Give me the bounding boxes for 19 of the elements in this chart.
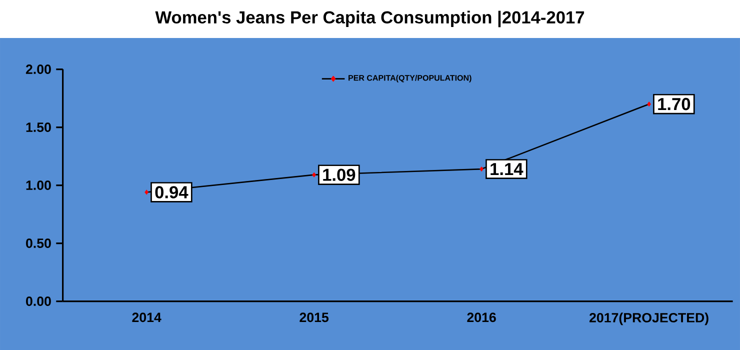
data-label: 1.09 [323, 168, 356, 181]
x-tick-label: 2016 [467, 312, 496, 322]
point [647, 102, 651, 106]
point [144, 190, 148, 195]
data-label: 1.14 [490, 163, 524, 175]
point [480, 166, 484, 172]
y-tick-label: 0.00 [26, 296, 51, 306]
x-tick-label: 2015 [300, 312, 329, 322]
legend-label: PER CAPITA(QTY/POPULATION) [348, 74, 472, 82]
y-tick-label: 1.00 [26, 180, 51, 190]
y-tick-label: 2.00 [26, 64, 51, 74]
x-tick-label: 2017(PROJECTED) [589, 312, 708, 326]
data-label: 0.94 [155, 186, 188, 198]
chart-title: Women's Jeans Per Capita Consumption |2014-2017 [155, 10, 584, 28]
data-label: 1.70 [658, 98, 690, 110]
y-tick-label: 0.50 [26, 238, 51, 248]
y-tick-label: 1.50 [26, 122, 51, 132]
x-tick-label: 2014 [132, 312, 162, 322]
point [312, 172, 316, 178]
